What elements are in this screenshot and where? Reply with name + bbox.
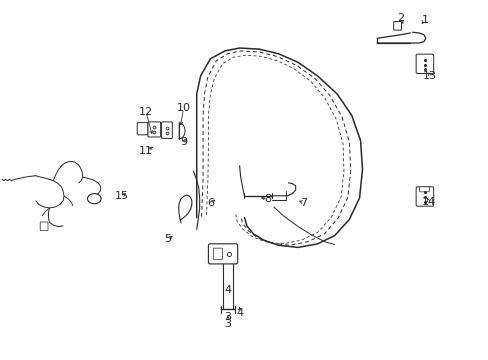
- FancyBboxPatch shape: [213, 248, 222, 260]
- Text: 3: 3: [224, 312, 231, 322]
- Text: 12: 12: [139, 107, 153, 117]
- FancyBboxPatch shape: [137, 123, 148, 135]
- FancyBboxPatch shape: [393, 22, 401, 30]
- FancyBboxPatch shape: [161, 122, 172, 138]
- Text: 13: 13: [422, 71, 436, 81]
- Text: 11: 11: [139, 145, 153, 156]
- Circle shape: [87, 194, 101, 204]
- Text: 7: 7: [300, 198, 307, 208]
- FancyBboxPatch shape: [415, 54, 433, 73]
- Text: 14: 14: [421, 197, 435, 207]
- FancyBboxPatch shape: [40, 222, 48, 230]
- Text: 10: 10: [176, 103, 190, 113]
- Text: 4: 4: [236, 308, 243, 318]
- Text: 4: 4: [224, 285, 231, 296]
- FancyBboxPatch shape: [148, 122, 160, 137]
- Text: 8: 8: [264, 194, 271, 204]
- FancyBboxPatch shape: [419, 187, 428, 192]
- Text: 3: 3: [224, 319, 231, 329]
- Text: 2: 2: [396, 13, 403, 23]
- Polygon shape: [179, 123, 184, 139]
- Text: 1: 1: [421, 15, 427, 25]
- Text: 6: 6: [206, 198, 213, 208]
- FancyBboxPatch shape: [208, 244, 237, 264]
- Text: 9: 9: [180, 138, 187, 147]
- Text: 5: 5: [164, 234, 171, 244]
- Text: 15: 15: [114, 191, 128, 201]
- FancyBboxPatch shape: [415, 187, 433, 206]
